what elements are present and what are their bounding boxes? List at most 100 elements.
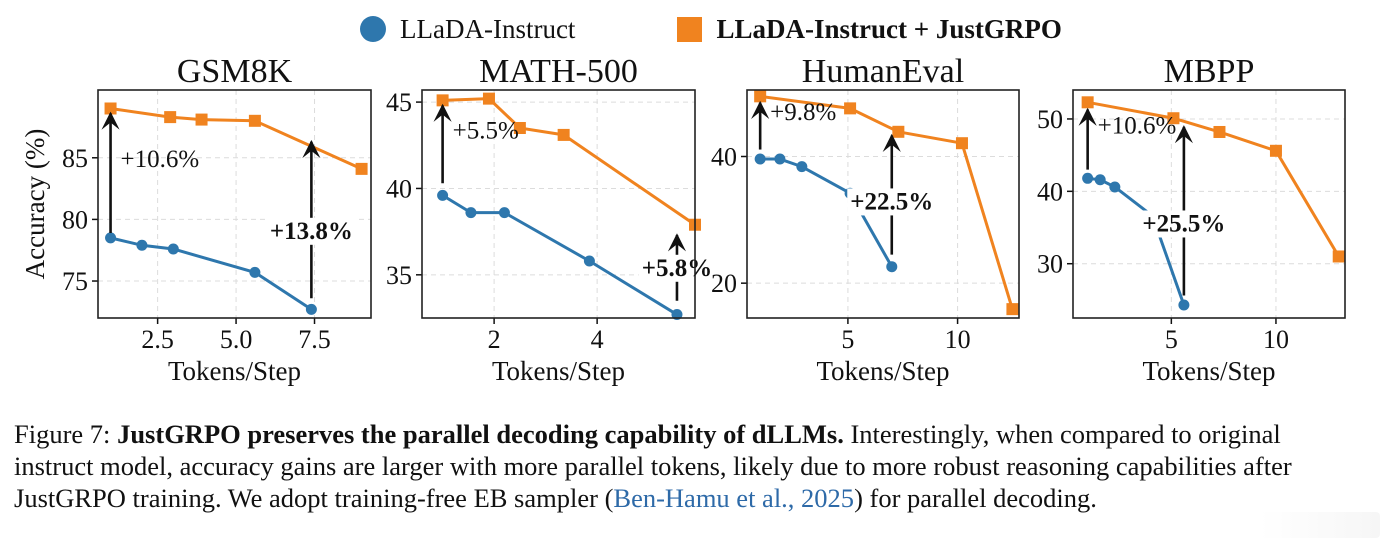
caption-tail: ) for parallel decoding. [854, 483, 1097, 513]
legend-item-instruct: LLaDA-Instruct [360, 14, 575, 45]
caption-title: JustGRPO preserves the parallel decoding… [117, 419, 844, 449]
chart-figure: GSM8K 2.5 5.0 7.5 75 80 85 Tokens/Step Accuracy … [20, 53, 1346, 386]
gain-label: +10.6% [121, 146, 200, 173]
panel-title: GSM8K [177, 53, 293, 90]
gain-label: +10.6% [1098, 113, 1177, 140]
x-tick-label: 7.5 [298, 325, 331, 354]
x-axis-label: Tokens/Step [492, 356, 625, 386]
panel-title: HumanEval [802, 53, 964, 90]
data-point-justgrpo [513, 122, 526, 134]
data-point-instruct [1082, 172, 1094, 184]
watermark [1260, 512, 1380, 538]
y-tick-label: 40 [1037, 177, 1063, 206]
data-point-instruct [1178, 299, 1190, 311]
data-point-justgrpo [436, 94, 449, 107]
data-point-justgrpo [844, 102, 857, 115]
data-point-justgrpo [1269, 144, 1282, 157]
y-tick-label: 30 [1037, 250, 1063, 279]
caption-body: Interestingly, when compared to original… [14, 419, 1292, 513]
data-point-instruct [305, 303, 317, 315]
y-tick-label: 40 [386, 174, 412, 203]
data-point-instruct [754, 153, 766, 165]
legend-label-justgrpo: LLaDA-Instruct + JustGRPO [716, 13, 1062, 44]
panel-title: MATH-500 [479, 53, 638, 90]
data-point-justgrpo [892, 125, 905, 138]
legend: LLaDA-Instruct LLaDA-Instruct + JustGRPO [360, 8, 1062, 50]
data-point-instruct [465, 207, 477, 219]
figure-caption: Figure 7: JustGRPO preserves the paralle… [14, 418, 1366, 514]
x-axis-label: Tokens/Step [816, 356, 949, 386]
data-point-instruct [886, 261, 898, 273]
x-tick-label: 10 [1263, 325, 1289, 354]
x-tick-label: 2.5 [141, 325, 174, 354]
x-tick-label: 5 [1165, 325, 1178, 354]
gain-label: +9.8% [770, 99, 836, 126]
plot-frame [97, 89, 372, 319]
legend-circle-marker [360, 16, 386, 42]
gain-label: +22.5% [850, 188, 933, 215]
data-point-instruct [796, 161, 808, 173]
gain-label: +13.8% [270, 218, 353, 245]
plot-frame [746, 89, 1020, 319]
data-point-justgrpo [754, 90, 767, 103]
data-point-instruct [498, 207, 510, 219]
data-point-justgrpo [248, 114, 261, 127]
data-point-justgrpo [1332, 250, 1345, 263]
legend-label-instruct: LLaDA-Instruct [400, 13, 576, 44]
y-axis-label: Accuracy (%) [20, 129, 50, 280]
data-point-instruct [167, 243, 179, 255]
y-tick-label: 45 [386, 88, 412, 117]
panel-title: MBPP [1164, 53, 1255, 90]
gain-label-background [638, 254, 716, 282]
gain-label: +5.5% [453, 117, 519, 144]
data-point-instruct [437, 189, 449, 201]
chart-panel-3: HumanEval 5 10 20 40 Tokens/Step +9.8% +22.5% [711, 53, 1020, 386]
chart-panel-4: MBPP 5 10 30 40 50 Tokens/Step +10.6% +25.5% [1037, 53, 1346, 386]
data-point-justgrpo [557, 128, 570, 141]
data-point-justgrpo [955, 137, 968, 150]
data-point-justgrpo [1167, 112, 1180, 125]
gain-label-background [1139, 210, 1229, 238]
y-tick-label: 35 [386, 261, 412, 290]
data-point-justgrpo [482, 92, 495, 105]
data-point-justgrpo [195, 113, 208, 126]
x-tick-label: 4 [591, 325, 604, 354]
gain-label-background [266, 217, 356, 245]
series-line-instruct [1087, 176, 1186, 306]
caption-label: Figure 7: [14, 419, 118, 449]
y-tick-label: 50 [1037, 105, 1063, 134]
data-point-instruct [105, 232, 117, 244]
legend-square-marker [677, 16, 703, 42]
x-tick-label: 2 [488, 325, 501, 354]
legend-item-justgrpo: LLaDA-Instruct + JustGRPO [575, 13, 1062, 45]
data-point-instruct [249, 266, 261, 278]
chart-panel-1: GSM8K 2.5 5.0 7.5 75 80 85 Tokens/Step Accuracy … [20, 53, 372, 386]
data-point-justgrpo [164, 111, 177, 124]
data-point-justgrpo [104, 102, 117, 115]
x-axis-label: Tokens/Step [168, 356, 301, 386]
gain-label-background [847, 188, 937, 216]
x-tick-label: 5 [841, 325, 854, 354]
data-point-justgrpo [1006, 303, 1019, 316]
x-tick-label: 10 [945, 325, 971, 354]
y-tick-label: 20 [711, 269, 737, 298]
x-tick-label: 5.0 [220, 325, 253, 354]
data-point-instruct [774, 153, 786, 165]
plot-frame [421, 89, 696, 319]
data-point-instruct [583, 255, 595, 267]
chart-panel-2: MATH-500 2 4 35 40 45 Tokens/Step +5.5% +5.8% [386, 53, 716, 386]
plot-frame [1072, 89, 1346, 319]
data-point-instruct [1109, 181, 1121, 193]
gain-label: +25.5% [1142, 210, 1225, 237]
data-point-justgrpo [355, 162, 368, 175]
data-point-instruct [136, 239, 148, 251]
x-axis-label: Tokens/Step [1142, 356, 1275, 386]
y-tick-label: 75 [62, 267, 88, 296]
y-tick-label: 80 [62, 205, 88, 234]
gain-label: +5.8% [642, 255, 713, 282]
y-tick-label: 85 [62, 144, 88, 173]
data-point-justgrpo [1081, 96, 1094, 109]
data-point-instruct [1094, 174, 1106, 186]
caption-citation-link[interactable]: Ben-Hamu et al., 2025 [613, 483, 855, 513]
y-tick-label: 40 [711, 143, 737, 172]
